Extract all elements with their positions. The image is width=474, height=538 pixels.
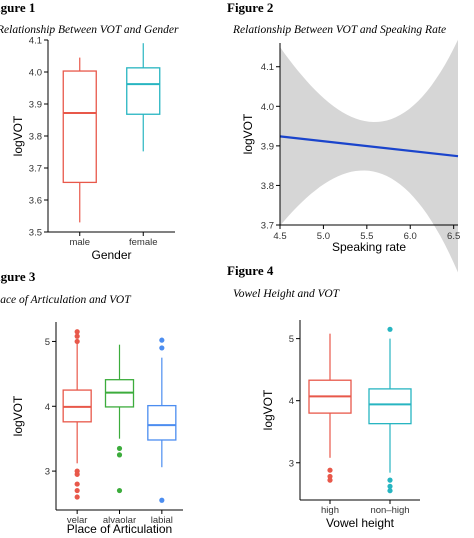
outlier-point bbox=[159, 345, 165, 351]
outlier-point bbox=[74, 481, 80, 487]
y-axis-title: logVOT bbox=[11, 115, 25, 156]
outlier-point bbox=[387, 477, 393, 483]
figure2-label: Figure 2 bbox=[227, 0, 273, 15]
y-tick-label: 3 bbox=[45, 467, 50, 478]
chart-speaking-rate-trend: 3.7 3.8 3.9 4.0 4.1 4.5 5.0 5.5 6.0 6.5 logVOT Spea… bbox=[241, 39, 460, 273]
y-axis-title: logVOT bbox=[11, 395, 25, 436]
y-axis-title: logVOT bbox=[241, 113, 255, 154]
figure4-label: Figure 4 bbox=[227, 263, 274, 278]
outlier-point bbox=[74, 329, 80, 335]
box-group-nonhigh bbox=[368, 326, 412, 494]
x-axis-title: Place of Articulation bbox=[67, 522, 172, 536]
x-tick-label: 5.0 bbox=[317, 231, 330, 242]
box-group-female bbox=[126, 43, 161, 152]
x-tick-label: high bbox=[321, 505, 339, 516]
figure1-title: Relationship Between VOT and Gender bbox=[0, 24, 179, 36]
outlier-point bbox=[74, 487, 80, 494]
x-tick-label: 6.0 bbox=[404, 231, 417, 242]
x-axis-title: Vowel height bbox=[326, 516, 395, 530]
y-tick-label: 4.1 bbox=[29, 36, 42, 47]
x-tick-label: non–high bbox=[370, 505, 409, 516]
outlier-point bbox=[387, 483, 393, 489]
x-axis-title: Gender bbox=[91, 248, 131, 262]
y-tick-label: 3.9 bbox=[29, 100, 42, 111]
y-tick-label: 3 bbox=[289, 458, 294, 469]
iqr-box bbox=[126, 67, 161, 115]
x-axis-title: Speaking rate bbox=[332, 240, 406, 254]
trend-line bbox=[279, 135, 459, 158]
x-tick-label: male bbox=[69, 237, 90, 248]
box-group-high bbox=[308, 333, 352, 483]
outlier-point bbox=[159, 337, 165, 343]
outlier-point bbox=[116, 487, 123, 494]
box-group-labial bbox=[147, 337, 177, 503]
y-axis-title: logVOT bbox=[261, 389, 275, 430]
y-tick-label: 3.9 bbox=[261, 141, 274, 152]
outlier-point bbox=[327, 467, 333, 473]
y-tick-label: 3.7 bbox=[261, 221, 274, 232]
x-tick-label: velar bbox=[67, 515, 88, 526]
box-group-male bbox=[62, 57, 97, 223]
y-tick-label: 3.5 bbox=[29, 228, 42, 239]
x-tick-label: female bbox=[129, 237, 158, 248]
y-tick-label: 3.7 bbox=[29, 164, 42, 175]
y-tick-label: 4.0 bbox=[261, 102, 274, 113]
x-tick-label: 5.5 bbox=[360, 231, 373, 242]
confidence-ribbon bbox=[280, 39, 458, 273]
outlier-point bbox=[327, 477, 333, 483]
chart-vowel-height-boxplot: logVOT Vowel height 3 4 5 high non–high bbox=[261, 320, 420, 530]
iqr-box bbox=[147, 404, 177, 441]
y-tick-label: 4 bbox=[289, 396, 294, 407]
figure4-title: Vowel Height and VOT bbox=[233, 288, 341, 300]
box-group-velar bbox=[62, 329, 92, 500]
chart-place-of-articulation-boxplot: logVOT Place of Articulation 3 4 5 velar alvao… bbox=[11, 322, 183, 536]
figure3-title: lace of Articulation and VOT bbox=[0, 294, 132, 306]
outlier-point bbox=[74, 494, 80, 500]
y-tick-label: 3.6 bbox=[29, 196, 42, 207]
figure2-title: Relationship Between VOT and Speaking Ra… bbox=[232, 24, 446, 36]
y-tick-label: 5 bbox=[45, 337, 50, 348]
outlier-point bbox=[74, 333, 80, 339]
iqr-box bbox=[62, 70, 97, 184]
outlier-point bbox=[74, 338, 80, 345]
outlier-point bbox=[74, 471, 80, 477]
outlier-point bbox=[327, 473, 333, 480]
box-group-alvaolar bbox=[104, 344, 135, 494]
figure3-label: igure 3 bbox=[0, 269, 36, 284]
outlier-point bbox=[159, 497, 165, 503]
y-tick-label: 3.8 bbox=[29, 132, 42, 143]
outlier-point bbox=[116, 452, 123, 458]
outlier-point bbox=[387, 488, 393, 494]
chart-gender-boxplot: logVOT Gender 3.5 3.6 3.7 3.8 3.9 4.0 4.1 male fem… bbox=[11, 36, 175, 262]
x-tick-label: labial bbox=[151, 515, 173, 526]
y-tick-label: 5 bbox=[289, 334, 294, 345]
x-tick-label: 6.5 bbox=[447, 231, 460, 242]
y-tick-label: 3.8 bbox=[261, 181, 274, 192]
iqr-box bbox=[368, 388, 412, 425]
x-tick-label: 4.5 bbox=[273, 231, 286, 242]
outlier-point bbox=[116, 445, 123, 452]
outlier-point bbox=[387, 326, 393, 332]
figure1-label: igure 1 bbox=[0, 0, 35, 15]
y-tick-label: 4.1 bbox=[261, 62, 274, 73]
x-tick-label: alvaolar bbox=[103, 515, 136, 526]
y-tick-label: 4 bbox=[45, 402, 50, 413]
y-tick-label: 4.0 bbox=[29, 68, 42, 79]
